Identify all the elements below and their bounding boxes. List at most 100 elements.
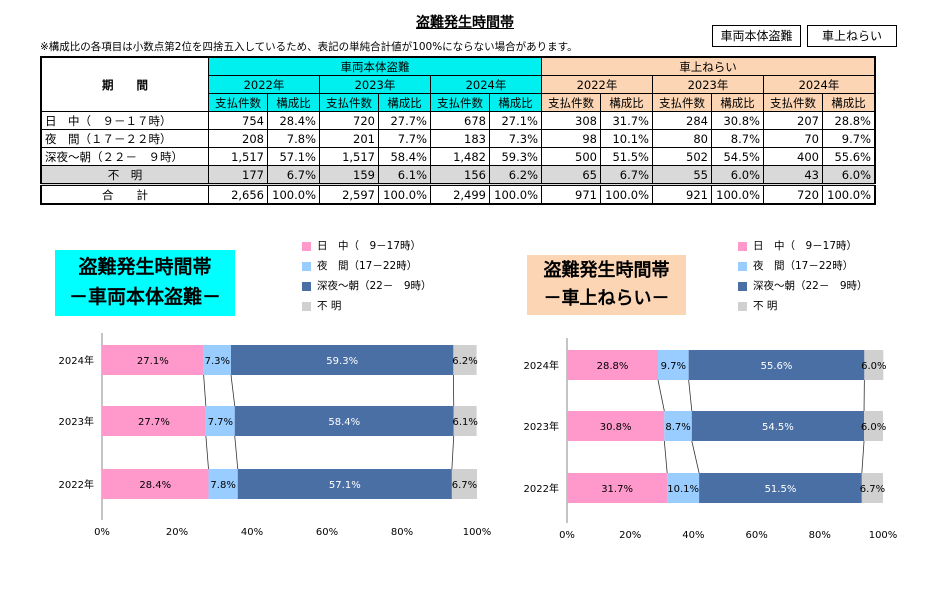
- count-cell: 2,656: [208, 183, 268, 205]
- legend-swatch-icon: [738, 281, 747, 291]
- bar-segment: [699, 473, 862, 503]
- series-connector-line: [451, 435, 455, 470]
- data-label: 10.1%: [667, 484, 699, 495]
- legend-label: 深夜～朝（22－ 9時）: [317, 280, 432, 292]
- count-cell: 921: [652, 183, 712, 205]
- bar-segment: [237, 469, 452, 499]
- data-label: 7.8%: [210, 480, 235, 491]
- data-label: 27.7%: [138, 417, 170, 428]
- bar-segment: [451, 469, 477, 499]
- series-connector-line: [688, 379, 693, 412]
- bar-segment: [864, 350, 884, 380]
- data-label: 6.7%: [452, 480, 477, 491]
- ratio-cell: 100.0%: [378, 183, 431, 205]
- row-label: 深夜～朝（２２－ ９時）: [40, 147, 209, 166]
- legend-item: 深夜～朝（22－ 9時）: [738, 278, 868, 298]
- legend-item: 夜 間（17－22時）: [302, 258, 432, 278]
- ratio-cell: 7.3%: [489, 129, 542, 148]
- legend-label: 日 中（ 9－17時）: [317, 240, 422, 252]
- data-label: 51.5%: [765, 484, 797, 495]
- ratio-cell: 10.1%: [600, 129, 653, 148]
- ratio-cell: 27.7%: [378, 111, 431, 130]
- count-header: 支払件数: [430, 93, 490, 112]
- bar-segment: [567, 473, 668, 503]
- bar-segment: [205, 406, 235, 436]
- bar-segment: [231, 345, 454, 375]
- parts-theft-button[interactable]: 車上ねらい: [807, 25, 897, 47]
- series-connector-line: [861, 440, 865, 474]
- data-label: 6.1%: [452, 417, 477, 428]
- data-label: 6.0%: [861, 361, 886, 372]
- chart-title-parts: 盗難発生時間帯 －車上ねらい－: [527, 255, 686, 315]
- row-label: 不 明: [40, 165, 209, 185]
- legend-swatch-icon: [302, 241, 311, 251]
- legend-swatch-icon: [302, 301, 311, 311]
- ratio-cell: 6.7%: [267, 165, 320, 185]
- ratio-cell: 100.0%: [822, 183, 876, 205]
- bar-segment: [203, 345, 231, 375]
- x-tick-label: 80%: [809, 530, 831, 541]
- count-cell: 400: [763, 147, 823, 166]
- x-tick-label: 40%: [682, 530, 704, 541]
- series-connector-line: [657, 379, 665, 412]
- y-tick-label: 2024年: [59, 354, 94, 367]
- legend-label: 不 明: [317, 300, 342, 312]
- y-tick-label: 2024年: [524, 359, 559, 372]
- x-tick-label: 0%: [94, 527, 110, 538]
- legend-item: 不 明: [738, 298, 868, 318]
- data-label: 28.8%: [597, 361, 629, 372]
- legend-item: 日 中（ 9－17時）: [302, 238, 432, 258]
- bar-segment: [208, 469, 238, 499]
- legend-swatch-icon: [302, 261, 311, 271]
- table-row: 不 明 177 6.7% 159 6.1% 156 6.2% 65 6.7% 55 6.0% 43 6.…: [40, 165, 876, 185]
- bar-segment: [453, 406, 477, 436]
- chart-title-line2: －車上ねらい－: [543, 288, 670, 309]
- group-vehicle-header: 車両本体盗難: [208, 56, 542, 76]
- legend-item: 日 中（ 9－17時）: [738, 238, 868, 258]
- x-tick-label: 20%: [619, 530, 641, 541]
- data-label: 7.3%: [205, 356, 230, 367]
- note-text: ※構成比の各項目は小数点第2位を四捨五入しているため、表記の単純合計値が100%…: [40, 41, 578, 53]
- bar-segment: [102, 406, 206, 436]
- data-label: 31.7%: [601, 484, 633, 495]
- table-row: 夜 間（１７－２２時） 208 7.8% 201 7.7% 183 7.3% 98 10.1% 8…: [40, 129, 876, 148]
- legend-swatch-icon: [738, 301, 747, 311]
- count-cell: 156: [430, 165, 490, 185]
- bar-segment: [861, 473, 883, 503]
- data-label: 55.6%: [761, 361, 793, 372]
- count-header: 支払件数: [541, 93, 601, 112]
- x-tick-label: 0%: [559, 530, 575, 541]
- bar-segment: [567, 350, 659, 380]
- bar-segment: [691, 411, 865, 441]
- ratio-header: 構成比: [489, 93, 542, 112]
- ratio-cell: 28.8%: [822, 111, 876, 130]
- chart-title-line2: －車両本体盗難－: [68, 286, 221, 308]
- data-label: 6.2%: [452, 356, 477, 367]
- bar-segment: [567, 411, 665, 441]
- ratio-cell: 6.1%: [378, 165, 431, 185]
- x-tick-label: 20%: [166, 527, 188, 538]
- x-tick-label: 100%: [463, 527, 492, 538]
- data-label: 6.7%: [860, 484, 885, 495]
- row-label: 合 計: [40, 183, 209, 205]
- data-label: 30.8%: [600, 422, 632, 433]
- x-tick-label: 100%: [869, 530, 898, 541]
- data-label: 7.7%: [208, 417, 233, 428]
- vehicle-theft-button[interactable]: 車両本体盗難: [712, 25, 801, 47]
- ratio-cell: 100.0%: [267, 183, 320, 205]
- x-tick-label: 60%: [316, 527, 338, 538]
- series-connector-line: [203, 374, 207, 407]
- count-cell: 720: [763, 183, 823, 205]
- data-label: 57.1%: [329, 480, 361, 491]
- legend-swatch-icon: [738, 261, 747, 271]
- bar-segment: [658, 350, 689, 380]
- y-tick-label: 2022年: [524, 482, 559, 495]
- count-cell: 65: [541, 165, 601, 185]
- theft-time-table: 期 間 車両本体盗難 車上ねらい 2022年 2023年 2024年 2022年 202…: [40, 56, 876, 205]
- legend-item: 深夜～朝（22－ 9時）: [302, 278, 432, 298]
- ratio-cell: 100.0%: [489, 183, 542, 205]
- bar-segment: [667, 473, 700, 503]
- count-cell: 55: [652, 165, 712, 185]
- x-tick-label: 60%: [745, 530, 767, 541]
